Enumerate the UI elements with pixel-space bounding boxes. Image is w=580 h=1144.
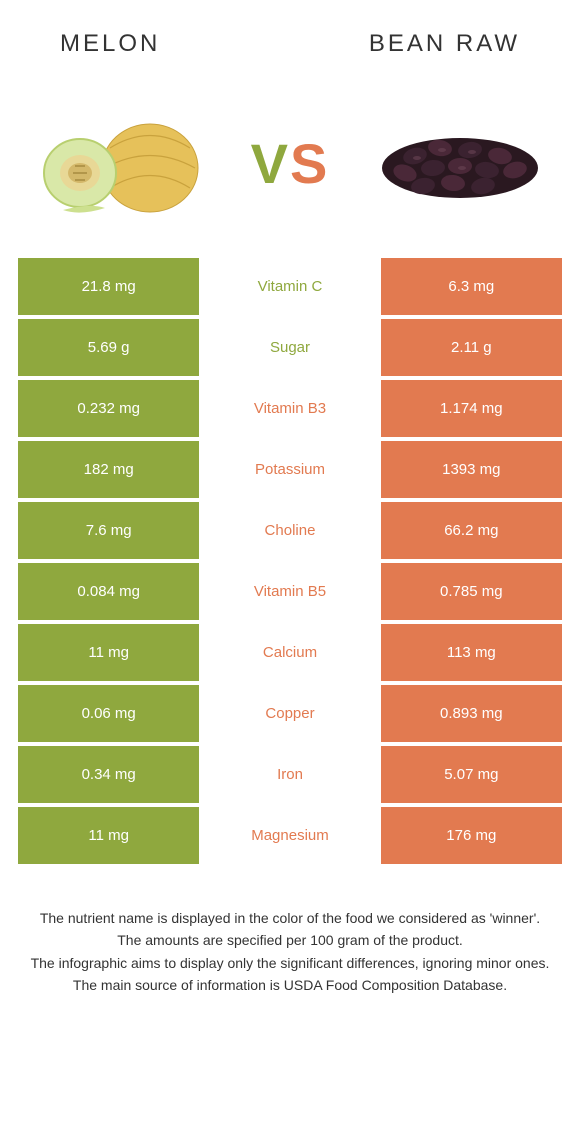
- right-food-title: Bean raw: [369, 30, 520, 58]
- right-value: 1.174 mg: [381, 380, 562, 437]
- left-value: 11 mg: [18, 807, 199, 864]
- right-value: 113 mg: [381, 624, 562, 681]
- nutrient-label: Copper: [199, 685, 380, 742]
- left-value: 11 mg: [18, 624, 199, 681]
- vs-v: V: [251, 132, 290, 195]
- nutrient-label: Calcium: [199, 624, 380, 681]
- nutrient-label: Vitamin B5: [199, 563, 380, 620]
- left-food-title: Melon: [60, 30, 160, 58]
- right-value: 66.2 mg: [381, 502, 562, 559]
- nutrient-label: Iron: [199, 746, 380, 803]
- right-value: 2.11 g: [381, 319, 562, 376]
- right-value: 6.3 mg: [381, 258, 562, 315]
- left-value: 0.06 mg: [18, 685, 199, 742]
- vs-label: VS: [251, 131, 330, 196]
- nutrient-label: Vitamin C: [199, 258, 380, 315]
- table-row: 182 mgPotassium1393 mg: [18, 441, 562, 498]
- header: Melon Bean raw: [0, 0, 580, 78]
- left-value: 0.232 mg: [18, 380, 199, 437]
- melon-image: [30, 103, 210, 223]
- left-value: 7.6 mg: [18, 502, 199, 559]
- bean-image: [370, 103, 550, 223]
- table-row: 0.232 mgVitamin B31.174 mg: [18, 380, 562, 437]
- nutrient-label: Vitamin B3: [199, 380, 380, 437]
- footnote-line: The amounts are specified per 100 gram o…: [30, 930, 550, 950]
- table-row: 0.084 mgVitamin B50.785 mg: [18, 563, 562, 620]
- nutrient-label: Potassium: [199, 441, 380, 498]
- vs-row: VS: [0, 78, 580, 258]
- left-value: 0.084 mg: [18, 563, 199, 620]
- table-row: 5.69 gSugar2.11 g: [18, 319, 562, 376]
- table-row: 0.34 mgIron5.07 mg: [18, 746, 562, 803]
- left-value: 182 mg: [18, 441, 199, 498]
- right-value: 1393 mg: [381, 441, 562, 498]
- left-value: 5.69 g: [18, 319, 199, 376]
- vs-s: S: [290, 132, 329, 195]
- nutrient-label: Sugar: [199, 319, 380, 376]
- right-value: 0.893 mg: [381, 685, 562, 742]
- table-row: 11 mgCalcium113 mg: [18, 624, 562, 681]
- nutrient-table: 21.8 mgVitamin C6.3 mg5.69 gSugar2.11 g0…: [0, 258, 580, 864]
- nutrient-label: Choline: [199, 502, 380, 559]
- right-value: 0.785 mg: [381, 563, 562, 620]
- left-value: 21.8 mg: [18, 258, 199, 315]
- table-row: 11 mgMagnesium176 mg: [18, 807, 562, 864]
- right-value: 176 mg: [381, 807, 562, 864]
- table-row: 7.6 mgCholine66.2 mg: [18, 502, 562, 559]
- footnotes: The nutrient name is displayed in the co…: [0, 868, 580, 1017]
- footnote-line: The nutrient name is displayed in the co…: [30, 908, 550, 928]
- footnote-line: The main source of information is USDA F…: [30, 975, 550, 995]
- nutrient-label: Magnesium: [199, 807, 380, 864]
- right-value: 5.07 mg: [381, 746, 562, 803]
- table-row: 0.06 mgCopper0.893 mg: [18, 685, 562, 742]
- left-value: 0.34 mg: [18, 746, 199, 803]
- table-row: 21.8 mgVitamin C6.3 mg: [18, 258, 562, 315]
- footnote-line: The infographic aims to display only the…: [30, 953, 550, 973]
